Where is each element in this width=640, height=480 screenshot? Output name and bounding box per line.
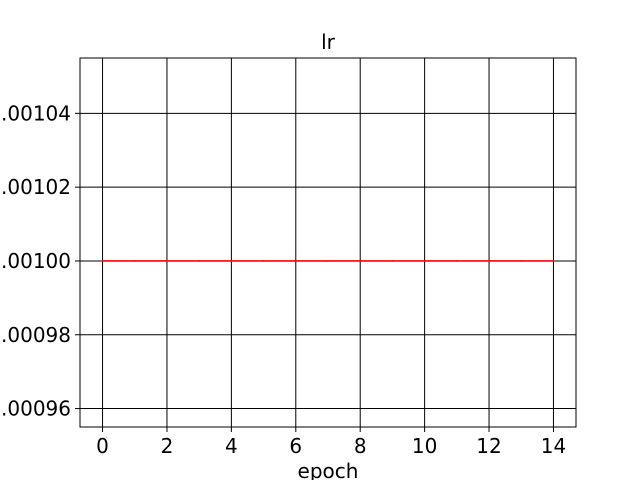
- y-tick-label: 0.00098: [0, 323, 71, 347]
- x-tick-label: 4: [225, 434, 238, 458]
- y-tick-label: 0.00102: [0, 175, 71, 199]
- data-point: [230, 260, 233, 262]
- x-tick-label: 8: [354, 434, 367, 458]
- data-point: [359, 260, 362, 262]
- data-point: [133, 260, 136, 262]
- x-tick-label: 14: [541, 434, 566, 458]
- data-point: [391, 260, 394, 262]
- x-tick-label: 2: [161, 434, 174, 458]
- data-point: [101, 260, 104, 262]
- data-point: [262, 260, 265, 262]
- x-axis-ticks: 0 2 4 6 8 10 12 14: [96, 427, 566, 458]
- data-point: [456, 260, 458, 262]
- x-tick-label: 6: [289, 434, 302, 458]
- y-tick-label: 0.00100: [0, 249, 71, 273]
- data-point: [166, 260, 168, 262]
- data-point: [552, 260, 555, 262]
- data-point: [488, 260, 490, 262]
- data-point: [198, 260, 200, 262]
- x-tick-label: 12: [476, 434, 501, 458]
- y-tick-label: 0.00104: [0, 101, 71, 125]
- data-point: [294, 260, 297, 262]
- data-point: [423, 260, 426, 262]
- data-point: [327, 260, 329, 262]
- x-tick-label: 0: [96, 434, 109, 458]
- y-axis-ticks: 0.00096 0.00098 0.00100 0.00102 0.00104: [0, 101, 80, 421]
- x-axis-title: epoch: [298, 459, 359, 480]
- plot-area-frame: [79, 57, 577, 428]
- chart-title: lr: [321, 30, 336, 54]
- y-tick-label: 0.00096: [0, 397, 71, 421]
- x-tick-label: 10: [412, 434, 437, 458]
- data-point: [520, 260, 523, 262]
- series-layer: [101, 260, 555, 262]
